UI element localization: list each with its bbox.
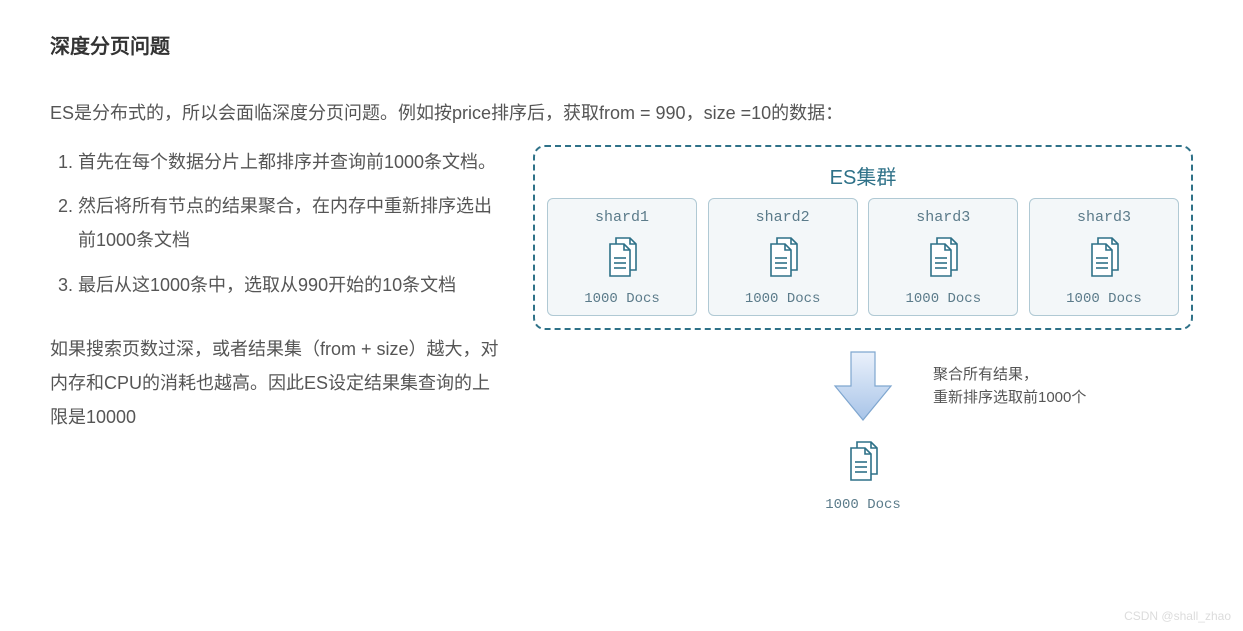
shard-box: shard3 1000 Docs [868,198,1018,316]
result-box: 1000 Docs [533,436,1193,513]
documents-icon [845,440,881,480]
shard-name: shard3 [873,209,1013,226]
right-column: ES集群 shard1 1000 Docs shard2 [533,145,1193,513]
left-column: 首先在每个数据分片上都排序并查询前1000条文档。 然后将所有节点的结果聚合，在… [50,145,503,513]
arrow-section: 聚合所有结果， 重新排序选取前1000个 [533,346,1193,426]
step-item: 最后从这1000条中，选取从990开始的10条文档 [78,268,503,302]
documents-icon [604,236,640,276]
watermark: CSDN @shall_zhao [1124,609,1231,623]
shard-box: shard3 1000 Docs [1029,198,1179,316]
shard-name: shard1 [552,209,692,226]
documents-icon [765,236,801,276]
shard-box: shard2 1000 Docs [708,198,858,316]
cluster-box: ES集群 shard1 1000 Docs shard2 [533,145,1193,330]
shard-name: shard2 [713,209,853,226]
steps-list: 首先在每个数据分片上都排序并查询前1000条文档。 然后将所有节点的结果聚合，在… [50,145,503,302]
step-item: 然后将所有节点的结果聚合，在内存中重新排序选出前1000条文档 [78,189,503,257]
page-title: 深度分页问题 [50,30,1193,59]
shard-docs: 1000 Docs [1034,291,1174,307]
shards-row: shard1 1000 Docs shard2 1000 Docs [547,198,1179,316]
arrow-note-line1: 聚合所有结果， [933,366,1038,383]
down-arrow-icon [823,346,903,426]
summary-text: 如果搜索页数过深，或者结果集（from + size）越大，对内存和CPU的消耗… [50,332,503,435]
result-docs: 1000 Docs [533,497,1193,513]
arrow-note-line2: 重新排序选取前1000个 [933,389,1086,406]
documents-icon [925,236,961,276]
shard-docs: 1000 Docs [713,291,853,307]
shard-name: shard3 [1034,209,1174,226]
documents-icon [1086,236,1122,276]
shard-docs: 1000 Docs [873,291,1013,307]
intro-text: ES是分布式的，所以会面临深度分页问题。例如按price排序后，获取from =… [50,99,1193,125]
arrow-note: 聚合所有结果， 重新排序选取前1000个 [933,364,1086,409]
cluster-title: ES集群 [547,161,1179,190]
shard-box: shard1 1000 Docs [547,198,697,316]
step-item: 首先在每个数据分片上都排序并查询前1000条文档。 [78,145,503,179]
shard-docs: 1000 Docs [552,291,692,307]
